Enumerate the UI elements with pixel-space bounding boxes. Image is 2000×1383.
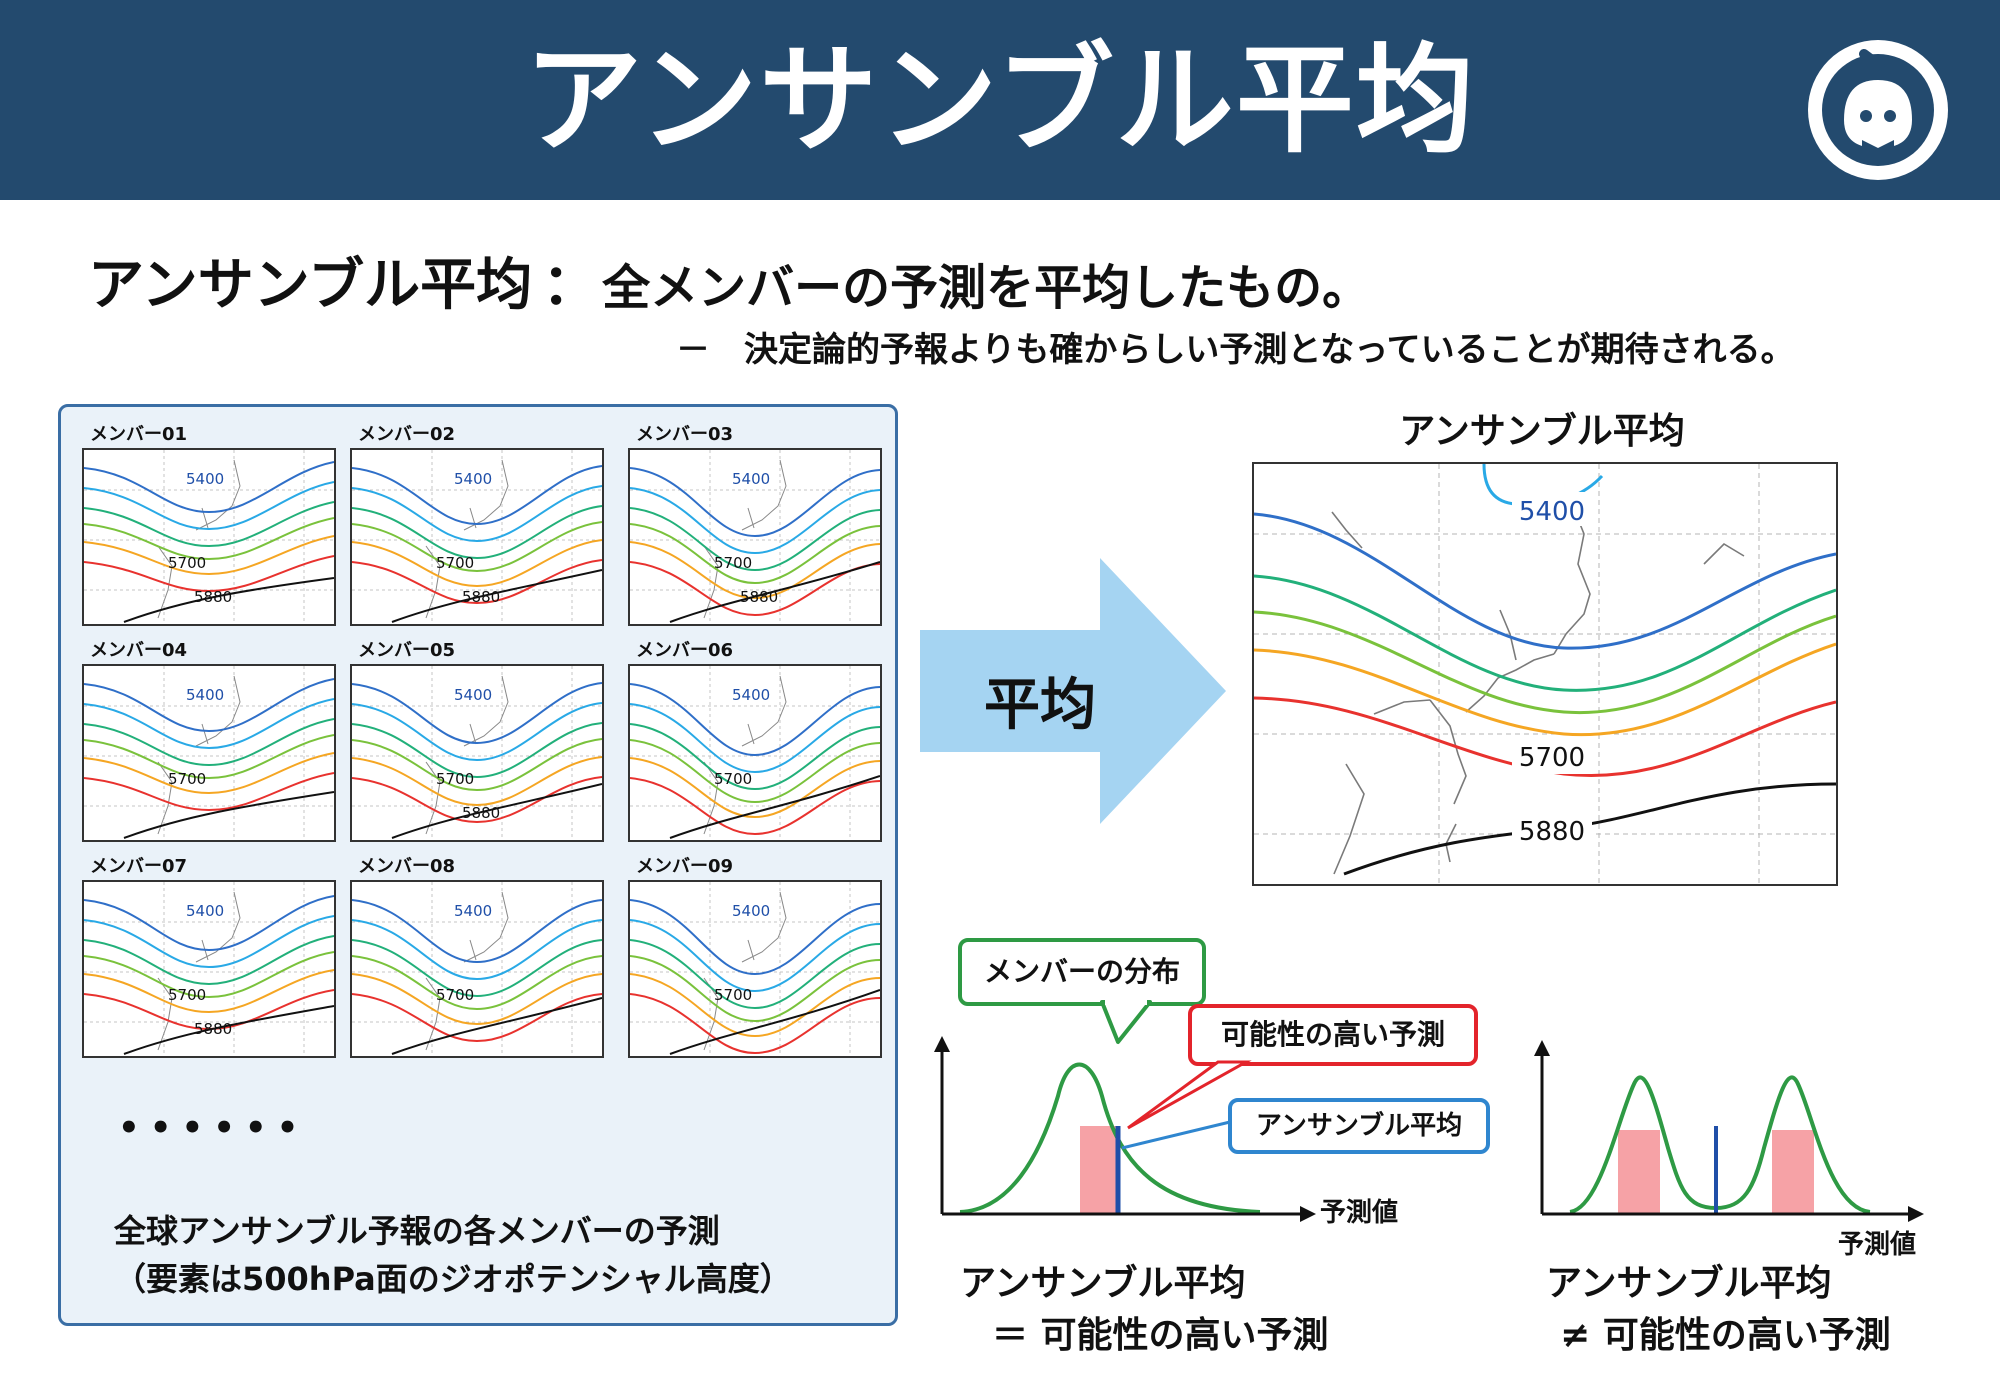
callout-likely-prediction: 可能性の高い予測 [1188,1004,1478,1066]
xlabel-left: 予測値 [1320,1198,1399,1228]
definition-separator: ： [542,253,599,318]
likely-band-right [1772,1130,1814,1214]
member-map: 5400 5700 [350,880,604,1058]
subline-dash: － [676,330,710,370]
contour-label-5400: 5400 [732,686,770,704]
callout-member-distribution: メンバーの分布 [958,938,1206,1006]
average-arrow-icon [920,558,1226,824]
callout-ensemble-mean: アンサンブル平均 [1228,1098,1490,1154]
contour-label-5400: 5400 [454,902,492,920]
member-map: 5400 5700 5880 [628,448,882,626]
member-map: 5400 5700 [82,664,336,842]
member-label: メンバー08 [358,856,456,877]
likely-prediction-band [1080,1126,1120,1214]
ensemble-mean-map: 5400 5700 5880 [1252,462,1838,886]
contour-label-5700: 5700 [436,554,474,572]
contour-label-5700: 5700 [168,554,206,572]
member-label: メンバー03 [636,424,734,445]
callout-red-pointer [1127,1060,1252,1130]
single-peak-distribution-graph [934,1036,1316,1222]
contour-label-5700: 5700 [436,770,474,788]
contour-label-5700: 5700 [714,554,752,572]
contour-label-5880: 5880 [462,804,500,822]
contour-label-5400: 5400 [186,902,224,920]
member-label: メンバー06 [636,640,734,661]
member-map: 5400 5700 [628,664,882,842]
contour-label-5880: 5880 [740,588,778,606]
contour-label-5700: 5700 [168,770,206,788]
right-conclusion-line2: ≠ 可能性の高い予測 [1560,1315,1891,1356]
ensemble-mean-title: アンサンブル平均 [1399,411,1685,452]
callout-green-pointer [1100,1000,1152,1044]
mean-label-5700: 5700 [1519,743,1585,773]
member-map: 5400 5700 5880 [82,880,336,1058]
likely-band-left [1618,1130,1660,1214]
xlabel-right: 予測値 [1838,1230,1917,1260]
weather-mascot-logo-icon [1808,40,1948,180]
contour-label-5400: 5400 [732,470,770,488]
contour-label-5400: 5400 [454,686,492,704]
member-map: 5400 5700 5880 [350,664,604,842]
definition-term: アンサンブル平均 [88,253,533,318]
contour-label-5700: 5700 [436,986,474,1004]
contour-label-5400: 5400 [732,902,770,920]
definition-text: 全メンバーの予測を平均したもの。 [602,260,1371,316]
definition-subline: － 決定論的予報よりも確からしい予測となっていることが期待される。 [676,322,1795,371]
two-peak-distribution-graph [1534,1040,1924,1222]
member-label: メンバー09 [636,856,734,877]
page-title: アンサンブル平均 [524,31,1476,169]
member-label: メンバー07 [90,856,188,877]
contour-label-5400: 5400 [454,470,492,488]
contour-label-5880: 5880 [194,588,232,606]
contour-label-5700: 5700 [168,986,206,1004]
contour-label-5400: 5400 [186,686,224,704]
more-members-ellipsis: •••••• [118,1108,309,1148]
definition-line: アンサンブル平均 ：全メンバーの予測を平均したもの。 [88,240,1370,321]
left-conclusion-line1: アンサンブル平均 [960,1263,1246,1304]
members-note-line1: 全球アンサンブル予報の各メンバーの予測 [114,1212,720,1250]
contour-label-5700: 5700 [714,770,752,788]
member-distribution-curve [959,1062,1261,1214]
member-label: メンバー02 [358,424,456,445]
mean-label-5400: 5400 [1519,497,1585,527]
member-label: メンバー04 [90,640,188,661]
member-map: 5400 5700 5880 [82,448,336,626]
header-bar: アンサンブル平均 [0,0,2000,200]
members-note-line2: （要素は500hPa面のジオポテンシャル高度） [114,1260,792,1298]
mean-label-5880: 5880 [1519,817,1585,847]
contour-label-5400: 5400 [186,470,224,488]
contour-label-5880: 5880 [462,588,500,606]
subline-text: 決定論的予報よりも確からしい予測となっていることが期待される。 [744,330,1795,370]
left-conclusion-line2: ＝ 可能性の高い予測 [992,1315,1329,1356]
right-conclusion-line1: アンサンブル平均 [1546,1263,1832,1304]
member-label: メンバー05 [358,640,456,661]
contour-label-5700: 5700 [714,986,752,1004]
member-map: 5400 5700 [628,880,882,1058]
member-map: 5400 5700 5880 [350,448,604,626]
contour-label-5880: 5880 [194,1020,232,1038]
bimodal-distribution-curve [1569,1075,1871,1214]
member-label: メンバー01 [90,424,188,445]
callout-blue-pointer [1121,1120,1231,1150]
average-arrow-label: 平均 [984,673,1096,738]
